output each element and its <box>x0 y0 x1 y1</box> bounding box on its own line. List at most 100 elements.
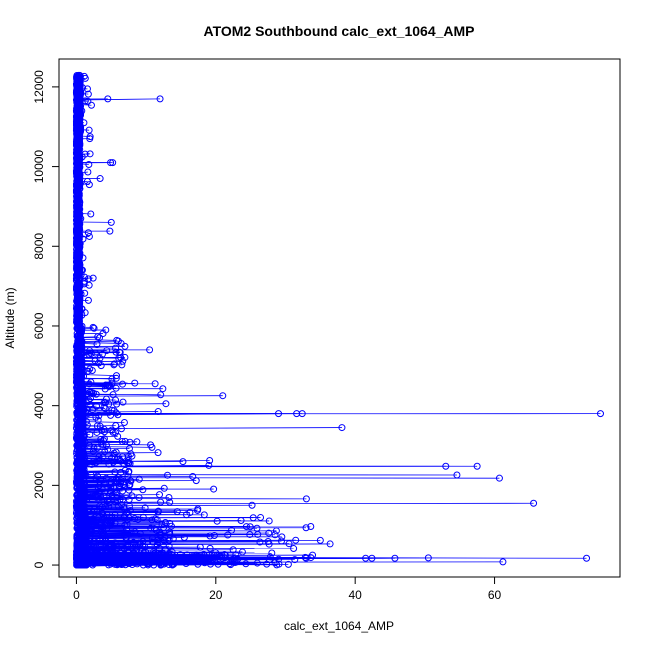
data-point <box>238 548 246 556</box>
data-point <box>200 511 208 519</box>
data-point <box>112 374 120 382</box>
data-point <box>107 483 115 491</box>
data-point <box>246 523 254 531</box>
series-line-segment <box>78 539 321 542</box>
data-point <box>186 509 194 517</box>
data-point <box>102 441 110 449</box>
data-point <box>85 126 93 134</box>
data-point <box>173 508 181 516</box>
data-point <box>278 533 286 541</box>
data-point <box>148 443 156 451</box>
data-point <box>90 444 98 452</box>
data-point <box>227 561 235 569</box>
data-point <box>121 466 129 474</box>
data-point <box>84 97 92 105</box>
data-point <box>206 457 214 465</box>
data-point <box>127 539 135 547</box>
data-point <box>272 527 280 535</box>
data-point <box>160 537 168 545</box>
series-line-segment <box>78 504 253 507</box>
series-line-segment <box>79 363 115 366</box>
data-point <box>156 528 164 536</box>
data-point <box>265 517 273 525</box>
series-line-segment <box>80 340 119 343</box>
chart-title: ATOM2 Southbound calc_ext_1064_AMP <box>204 23 475 39</box>
series-line-segment <box>77 413 279 416</box>
data-point <box>112 384 120 392</box>
data-point <box>301 553 309 561</box>
data-point <box>85 160 93 168</box>
data-point <box>134 516 142 524</box>
data-point <box>192 477 200 485</box>
data-point <box>154 449 162 457</box>
series-line-segment <box>77 465 446 468</box>
series-line-segment <box>80 357 119 359</box>
series-line-segment <box>77 543 331 546</box>
series-line-segment <box>80 98 161 101</box>
data-point <box>237 517 245 525</box>
data-point <box>226 560 234 568</box>
data-point <box>110 361 118 369</box>
data-point <box>213 517 221 525</box>
series-line-segment <box>80 342 122 344</box>
series-lines <box>76 74 601 567</box>
data-point <box>268 549 276 557</box>
data-point <box>112 348 120 356</box>
data-point <box>133 438 141 446</box>
data-point <box>105 400 113 408</box>
data-point <box>290 545 298 553</box>
data-point <box>151 380 159 388</box>
data-point <box>105 460 113 468</box>
data-point <box>292 536 300 544</box>
series-line-segment <box>78 502 534 505</box>
series-line-segment <box>79 465 209 467</box>
data-point <box>147 524 155 532</box>
series-line-segment <box>79 374 117 377</box>
data-point <box>85 232 93 240</box>
data-point <box>118 438 126 446</box>
data-point <box>309 551 317 559</box>
data-point <box>122 533 130 541</box>
series-line-segment <box>80 478 140 481</box>
data-point <box>291 556 299 564</box>
series-line-segment <box>77 452 159 454</box>
data-point <box>85 380 93 388</box>
series-line-segment <box>78 515 144 518</box>
data-point <box>91 349 99 357</box>
data-point <box>112 422 120 430</box>
data-point <box>96 334 104 342</box>
data-point <box>166 528 174 536</box>
data-point <box>90 324 98 332</box>
series-line-segment <box>78 427 342 430</box>
data-point <box>249 514 257 522</box>
data-point <box>307 523 315 531</box>
data-point <box>161 559 169 567</box>
data-point <box>302 554 310 562</box>
data-point <box>285 540 293 548</box>
data-point <box>88 367 96 375</box>
data-point <box>111 511 119 519</box>
data-point <box>89 447 97 455</box>
data-point <box>284 560 292 568</box>
data-point <box>131 379 139 387</box>
data-point <box>113 400 121 408</box>
data-point <box>89 323 97 331</box>
data-point <box>163 471 171 479</box>
data-point <box>169 535 177 543</box>
series-line-segment <box>78 445 152 448</box>
data-point <box>112 428 120 436</box>
series-points <box>72 71 604 569</box>
data-point <box>242 523 250 531</box>
data-point <box>112 344 120 352</box>
data-point <box>107 411 115 419</box>
data-point <box>111 468 119 476</box>
data-point <box>139 486 147 494</box>
data-point <box>141 504 149 512</box>
data-point <box>196 543 204 551</box>
data-point <box>84 229 92 237</box>
data-point <box>84 296 92 304</box>
data-point <box>95 542 103 550</box>
data-point <box>189 473 197 481</box>
data-point <box>194 560 202 568</box>
